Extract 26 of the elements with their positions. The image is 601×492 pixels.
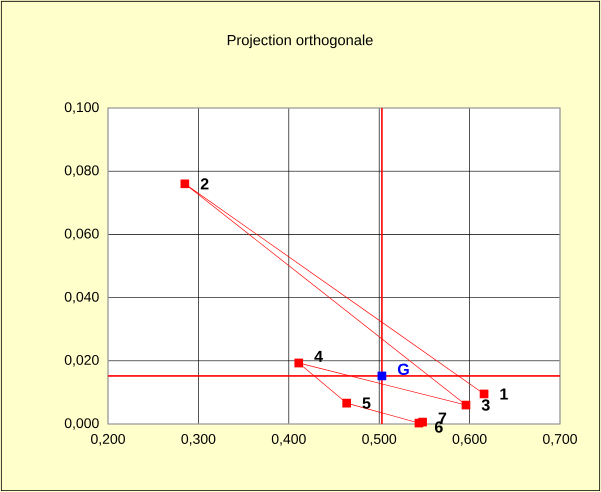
x-tick-label: 0,500: [362, 434, 396, 446]
x-tick-label: 0,400: [272, 434, 306, 446]
x-tick-label: 0,200: [91, 434, 125, 446]
x-tick-label: 0,300: [181, 434, 216, 446]
annotation: G: [398, 364, 409, 375]
annotation: 4: [314, 350, 323, 362]
point: [480, 390, 488, 398]
y-tick-label: 0,080: [64, 165, 99, 177]
x-tick-label: 0,700: [543, 434, 577, 446]
point: [462, 400, 470, 410]
annotation: 5: [362, 398, 370, 409]
point: [180, 180, 190, 188]
point: [342, 398, 351, 408]
y-tick-label: 0,100: [64, 102, 99, 114]
y-tick-label: 0,020: [64, 355, 99, 367]
point: [294, 358, 304, 368]
annotation: 1: [500, 388, 508, 400]
x-tick-label: 0,600: [452, 434, 487, 446]
annotation: 2: [200, 178, 208, 190]
chart-title: Projection orthogonale: [228, 34, 373, 48]
point: [418, 418, 427, 426]
point: [378, 372, 386, 380]
y-tick-label: 0,040: [64, 292, 99, 304]
y-tick-label: 0,060: [64, 228, 99, 240]
annotation: 3: [482, 399, 490, 411]
y-tick-label: 0,000: [64, 418, 99, 430]
